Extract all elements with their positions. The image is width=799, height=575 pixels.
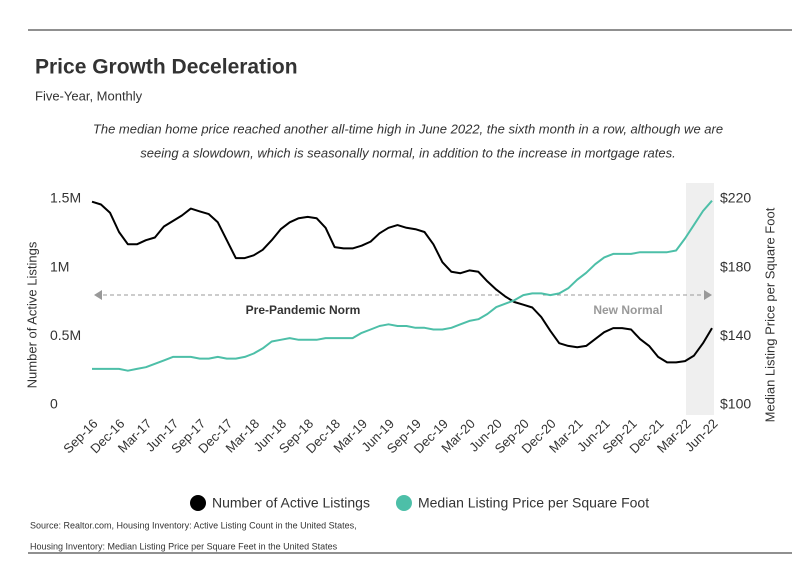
legend-marker bbox=[395, 495, 412, 511]
legend-label: Median Listing Price per Square Foot bbox=[418, 495, 649, 511]
legend-label: Number of Active Listings bbox=[212, 495, 370, 511]
y2-axis-title: Median Listing Price per Square Foot bbox=[762, 207, 777, 422]
source: Housing Inventory: Median Listing Price … bbox=[30, 541, 338, 551]
y-tick-label: 0.5M bbox=[50, 327, 81, 343]
arrow-heads bbox=[94, 290, 712, 300]
legend-marker bbox=[190, 495, 206, 511]
y-tick-label: 1M bbox=[50, 258, 69, 274]
series-line bbox=[92, 200, 713, 372]
y2-tick-label: $100 bbox=[720, 396, 751, 412]
y-axis-title: Number of Active Listings bbox=[24, 241, 39, 388]
chart-title: Price Growth Deceleration bbox=[35, 56, 298, 79]
y2-tick-label: $180 bbox=[720, 258, 751, 274]
series-line bbox=[91, 200, 713, 364]
highlight-region bbox=[686, 183, 714, 415]
annotation: New Normal bbox=[593, 303, 662, 317]
y2-tick-label: $140 bbox=[720, 327, 751, 343]
y-tick-label: 0 bbox=[50, 396, 58, 412]
source: Source: Realtor.com, Housing Inventory: … bbox=[30, 520, 357, 530]
annotation: Pre-Pandemic Norm bbox=[246, 303, 361, 317]
description: The median home price reached another al… bbox=[93, 121, 723, 136]
y-tick-label: 1.5M bbox=[50, 190, 81, 206]
description: seeing a slowdown, which is seasonally n… bbox=[140, 145, 675, 160]
y2-tick-label: $220 bbox=[720, 190, 751, 206]
chart-subtitle: Five-Year, Monthly bbox=[35, 88, 143, 103]
